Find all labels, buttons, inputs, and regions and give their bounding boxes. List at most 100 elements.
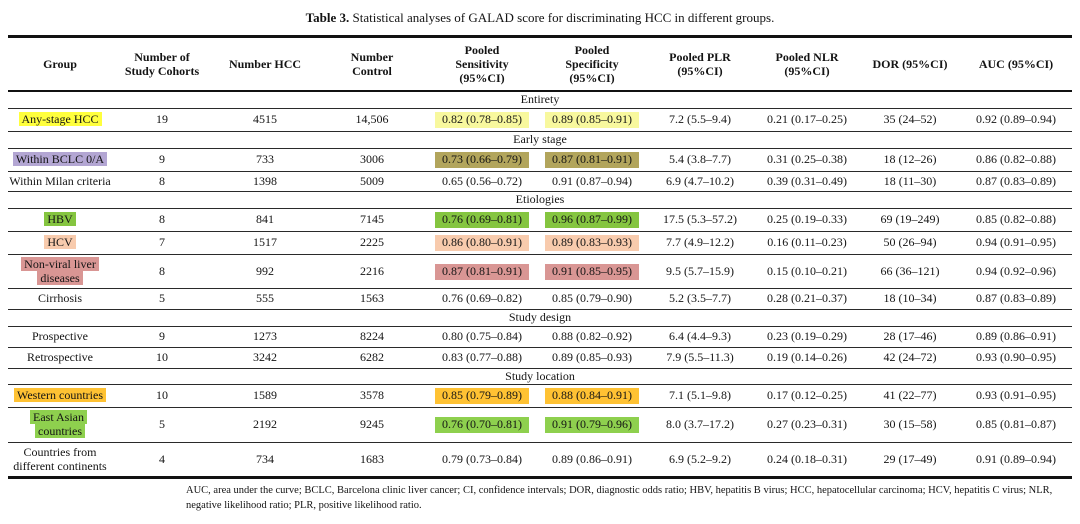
data-cell: 7145 [318, 209, 426, 232]
data-cell: 0.86 (0.82–0.88) [960, 148, 1072, 171]
cell-value: 29 (17–49) [883, 451, 937, 466]
cell-value: 0.94 (0.91–0.95) [976, 235, 1056, 250]
data-cell: 0.80 (0.75–0.84) [426, 327, 538, 348]
group-label: Prospective [32, 329, 88, 344]
data-cell: 35 (24–52) [860, 109, 960, 132]
data-cell: 0.91 (0.85–0.95) [538, 254, 646, 289]
group-cell: Non-viral liver diseases [8, 254, 112, 289]
cell-value: 0.87 (0.83–0.89) [976, 173, 1056, 188]
section-row-study-location: Study location [8, 368, 1072, 385]
cell-value: 0.92 (0.89–0.94) [976, 112, 1056, 127]
data-cell: 0.89 (0.83–0.93) [538, 232, 646, 255]
group-cell: Western countries [8, 385, 112, 408]
data-cell: 0.76 (0.70–0.81) [426, 408, 538, 443]
data-cell: 19 [112, 109, 212, 132]
data-cell: 0.85 (0.79–0.90) [538, 289, 646, 310]
data-cell: 0.39 (0.31–0.49) [754, 171, 860, 192]
data-cell: 6.9 (4.7–10.2) [646, 171, 754, 192]
cell-value: 0.80 (0.75–0.84) [442, 329, 522, 344]
table-row-western-countries: Western countries 10 1589 3578 0.85 (0.79–0.… [8, 384, 1072, 408]
data-cell: 7.1 (5.1–9.8) [646, 385, 754, 408]
data-cell: 9 [112, 327, 212, 348]
data-cell: 42 (24–72) [860, 347, 960, 368]
table-header: Group Number of Study Cohorts Number HCC… [8, 37, 1072, 92]
data-cell: 41 (22–77) [860, 385, 960, 408]
cell-value: 0.91 (0.89–0.94) [976, 451, 1056, 466]
cell-value: 0.31 (0.25–0.38) [767, 151, 847, 166]
data-cell: 17.5 (5.3–57.2) [646, 209, 754, 232]
table-row-non-viral-liver-diseases: Non-viral liver diseases 8 992 2216 0.87 (0.… [8, 254, 1072, 289]
data-cell: 1683 [318, 442, 426, 478]
cell-value: 18 (11–30) [883, 173, 937, 188]
col-header-pooled-specificity: Pooled Specificity (95%CI) [538, 37, 646, 92]
data-cell: 5009 [318, 171, 426, 192]
cell-value: 992 [256, 263, 274, 278]
data-cell: 0.87 (0.81–0.91) [538, 148, 646, 171]
cell-value: 17.5 (5.3–57.2) [663, 212, 737, 227]
data-cell: 7.7 (4.9–12.2) [646, 232, 754, 255]
table-row-retrospective: Retrospective 10 3242 6282 0.83 (0.77–0.88) 0… [8, 347, 1072, 368]
group-label: Cirrhosis [37, 291, 82, 306]
data-cell: 0.94 (0.92–0.96) [960, 254, 1072, 289]
data-cell: 1563 [318, 289, 426, 310]
group-label: Retrospective [27, 349, 93, 364]
table-footnote: AUC, area under the curve; BCLC, Barcelo… [186, 485, 1053, 511]
data-cell: 9245 [318, 408, 426, 443]
cell-value: 0.91 (0.87–0.94) [552, 173, 632, 188]
data-cell: 18 (12–26) [860, 148, 960, 171]
data-cell: 0.89 (0.85–0.93) [538, 347, 646, 368]
col-header-label: Pooled PLR (95%CI) [669, 50, 731, 79]
cell-value: 1589 [253, 388, 277, 403]
cell-value: 0.91 (0.85–0.95) [545, 263, 639, 280]
data-cell: 0.88 (0.82–0.92) [538, 327, 646, 348]
data-cell: 0.91 (0.89–0.94) [960, 442, 1072, 478]
data-cell: 0.79 (0.73–0.84) [426, 442, 538, 478]
cell-value: 0.15 (0.10–0.21) [767, 263, 847, 278]
section-title: Early stage [513, 132, 567, 147]
cell-value: 9.5 (5.7–15.9) [666, 263, 734, 278]
cell-value: 0.19 (0.14–0.26) [767, 349, 847, 364]
table-row-prospective: Prospective 9 1273 8224 0.80 (0.75–0.84) 0.88… [8, 326, 1072, 348]
cell-value: 1563 [360, 291, 384, 306]
group-label: Within Milan criteria [9, 173, 111, 188]
section-title: Entirety [520, 92, 560, 107]
data-cell: 0.85 (0.81–0.87) [960, 408, 1072, 443]
cell-value: 0.89 (0.85–0.93) [552, 349, 632, 364]
data-cell: 0.93 (0.91–0.95) [960, 385, 1072, 408]
cell-value: 0.16 (0.11–0.23) [767, 235, 847, 250]
data-cell: 14,506 [318, 109, 426, 132]
cell-value: 9 [159, 151, 165, 166]
group-cell: Any-stage HCC [8, 109, 112, 132]
cell-value: 9245 [360, 417, 384, 432]
cell-value: 2225 [360, 235, 384, 250]
cell-value: 0.96 (0.87–0.99) [545, 212, 639, 229]
cell-value: 0.23 (0.19–0.29) [767, 329, 847, 344]
data-cell: 7.9 (5.5–11.3) [646, 347, 754, 368]
data-cell: 8 [112, 209, 212, 232]
data-cell: 0.89 (0.86–0.91) [538, 442, 646, 478]
cell-value: 0.89 (0.86–0.91) [976, 329, 1056, 344]
data-cell: 2192 [212, 408, 318, 443]
cell-value: 0.79 (0.73–0.84) [442, 451, 522, 466]
cell-value: 8.0 (3.7–17.2) [666, 417, 734, 432]
group-label: Countries from different continents [13, 444, 107, 473]
group-cell: Cirrhosis [8, 289, 112, 310]
col-header-number-hcc: Number HCC [212, 37, 318, 92]
cell-value: 10 [156, 349, 168, 364]
group-cell: Retrospective [8, 347, 112, 368]
cell-value: 0.88 (0.82–0.92) [552, 329, 632, 344]
cell-value: 1683 [360, 451, 384, 466]
data-cell: 18 (10–34) [860, 289, 960, 310]
col-header-label: Group [43, 57, 77, 72]
cell-value: 0.85 (0.81–0.87) [976, 417, 1056, 432]
col-header-label: Number of Study Cohorts [124, 50, 200, 79]
data-cell: 0.19 (0.14–0.26) [754, 347, 860, 368]
group-cell: Countries from different continents [8, 442, 112, 478]
table-row-within-milan-criteria: Within Milan criteria 8 1398 5009 0.65 (0.56… [8, 171, 1072, 192]
data-cell: 0.65 (0.56–0.72) [426, 171, 538, 192]
data-cell: 4515 [212, 109, 318, 132]
data-cell: 0.88 (0.84–0.91) [538, 385, 646, 408]
data-cell: 0.73 (0.66–0.79) [426, 148, 538, 171]
cell-value: 0.91 (0.79–0.96) [545, 417, 639, 433]
